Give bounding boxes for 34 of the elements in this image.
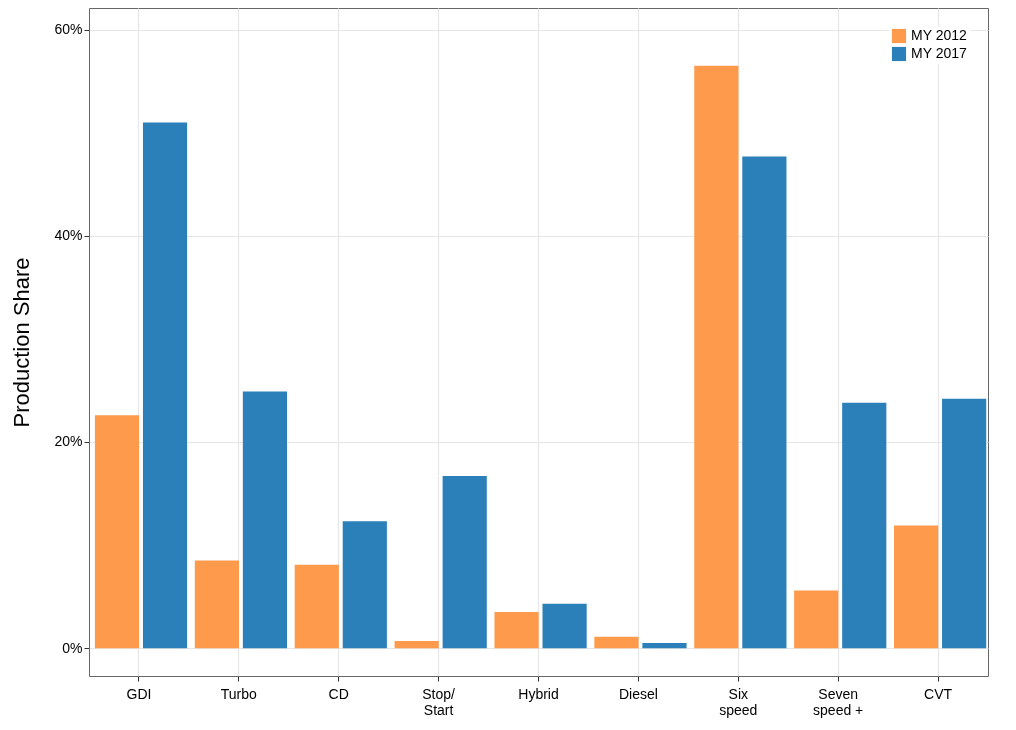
y-tick-label: 40%	[54, 227, 83, 244]
bar	[242, 391, 288, 649]
x-tick-label: CD	[328, 685, 349, 702]
x-tick-label: Stop/ Start	[422, 685, 456, 718]
legend-label: MY 2012	[911, 27, 967, 43]
bar	[742, 156, 787, 649]
x-tick-label: Six speed	[719, 685, 758, 718]
bar	[794, 590, 839, 649]
bar	[542, 603, 587, 649]
bar	[694, 65, 739, 649]
y-tick-label: 0%	[62, 639, 83, 656]
bar	[642, 643, 687, 649]
bar	[294, 564, 339, 649]
bar	[142, 122, 188, 649]
bar	[894, 525, 939, 649]
y-axis-title: Production Share	[9, 257, 35, 428]
bar	[194, 560, 239, 649]
x-tick-label: Diesel	[618, 685, 658, 702]
bar	[442, 476, 487, 649]
legend-label: MY 2017	[911, 45, 967, 61]
bar	[94, 415, 140, 649]
bar	[842, 402, 887, 649]
x-tick-label: CVT	[924, 685, 953, 702]
bar	[342, 521, 387, 649]
x-tick-label: Seven speed +	[813, 685, 864, 718]
y-tick-label: 60%	[54, 21, 83, 38]
bar	[942, 398, 987, 649]
x-tick-label: Turbo	[220, 685, 258, 702]
bar	[494, 612, 539, 649]
y-tick-label: 20%	[54, 433, 83, 450]
x-tick-label: Hybrid	[518, 685, 559, 702]
bar	[594, 636, 639, 649]
bar	[394, 640, 439, 649]
x-tick-label: GDI	[126, 685, 152, 702]
